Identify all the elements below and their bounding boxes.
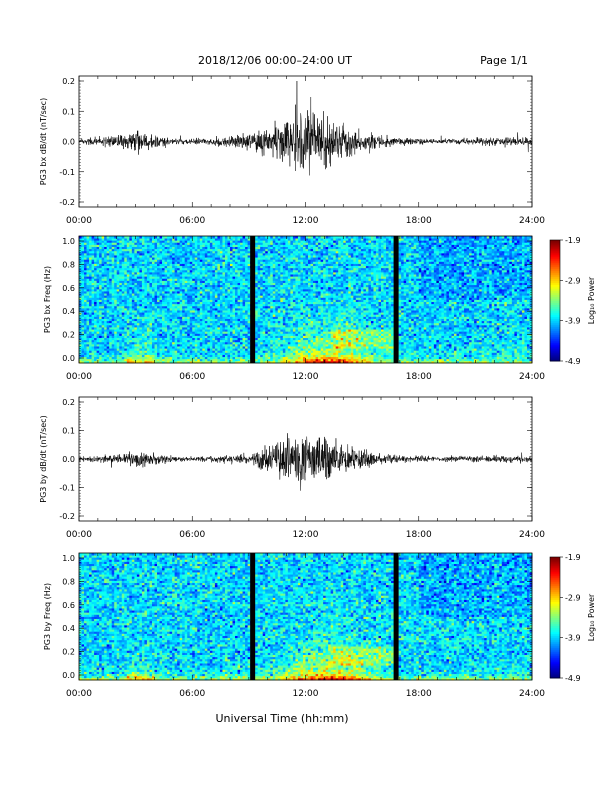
x-tick-label: 24:00 [519,216,545,226]
page-label: Page 1/1 [480,54,528,67]
figure-title: 2018/12/06 00:00–24:00 UT [198,54,352,67]
y-axis-label: PG3 bx dB/dt (nT/sec) [39,98,48,185]
y-tick-label: 0.0 [62,138,75,147]
x-tick-label: 12:00 [293,216,319,226]
bx-spectrogram-panel: 1.00.80.60.40.20.000:00 06:00 12:00 18:00 24… [43,236,596,382]
y-tick-label: 0.2 [62,77,75,86]
x-tick-label: 06:00 [179,216,205,226]
y-tick-label: -0.1 [59,168,75,177]
x-tick-label: 18:00 [406,216,432,226]
bx-dbdt-panel: 0.2 0.1 0.0 -0.1 -0.2 00:00 06:00 12:00 18:00 24:… [39,76,545,226]
y-tick-label: 0.1 [62,107,75,116]
x-tick-label: 00:00 [66,216,92,226]
y-tick-label: -0.2 [59,198,75,207]
series-line [79,81,532,175]
